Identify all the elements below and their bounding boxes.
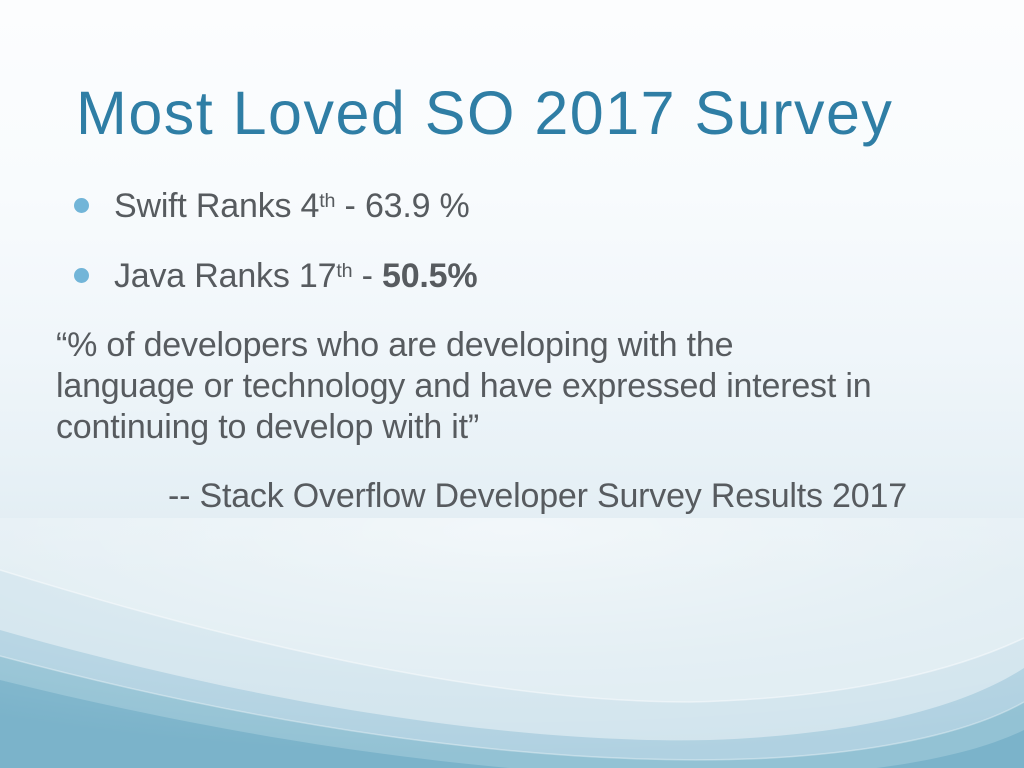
wave-glow-overlay: [0, 518, 1024, 768]
bullet-text-java: Java Ranks 17th - 50.5%: [114, 257, 478, 295]
background-waves-graphic: [0, 518, 1024, 768]
bullet-swift-value: 63.9 %: [364, 187, 470, 225]
bullet-java-ordinal-suffix: th: [336, 260, 353, 283]
bullet-dot-icon: [74, 198, 89, 213]
bullet-java-value: 50.5%: [381, 257, 478, 295]
bullet-java-separator: -: [352, 257, 382, 295]
bullet-swift-ordinal-suffix: th: [319, 190, 336, 213]
quote-line-1: “% of developers who are developing with…: [56, 326, 734, 364]
quote-line-2: language or technology and have expresse…: [56, 367, 872, 405]
bullet-text-swift: Swift Ranks 4th - 63.9 %: [114, 187, 470, 225]
bullet-dot-icon: [74, 268, 89, 283]
attribution-line: -- Stack Overflow Developer Survey Resul…: [168, 477, 907, 515]
bullet-item-swift: Swift Ranks 4th - 63.9 %: [74, 187, 470, 225]
bullet-java-prefix: Java Ranks 17: [114, 257, 337, 295]
bullet-swift-separator: -: [335, 187, 365, 225]
slide-title: Most Loved SO 2017 Survey: [76, 79, 894, 147]
bullet-item-java: Java Ranks 17th - 50.5%: [74, 257, 478, 295]
bullet-swift-prefix: Swift Ranks 4: [114, 187, 320, 225]
quote-line-3: continuing to develop with it”: [56, 408, 480, 446]
quote-paragraph: “% of developers who are developing with…: [56, 325, 872, 448]
